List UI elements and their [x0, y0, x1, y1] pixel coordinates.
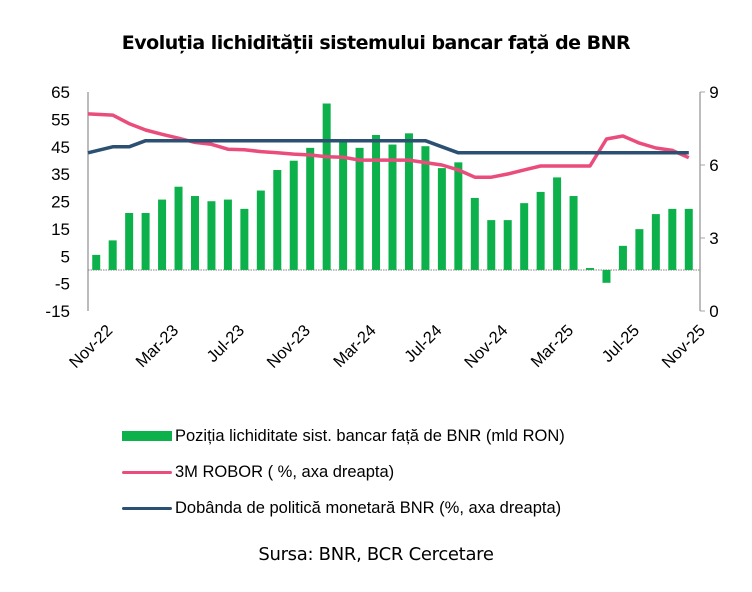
liquidity-bars	[92, 103, 693, 283]
x-axis-tick-label: Mar-25	[528, 321, 578, 371]
legend-item-policy-rate: Dobânda de politică monetară BNR (%, axa…	[122, 490, 565, 526]
liquidity-bar	[289, 160, 298, 270]
left-axis-tick-label: 65	[51, 83, 70, 102]
left-axis-tick-label: 25	[51, 193, 70, 212]
legend-label-robor: 3M ROBOR ( %, axa dreapta)	[175, 462, 395, 481]
x-axis-tick-label: Nov-23	[264, 321, 314, 371]
liquidity-bar	[586, 268, 595, 270]
liquidity-bar	[536, 191, 545, 270]
liquidity-bar	[651, 214, 660, 270]
liquidity-bar	[388, 144, 397, 270]
liquidity-bar	[190, 196, 199, 270]
liquidity-bar	[553, 177, 562, 270]
legend-swatch-robor	[122, 470, 172, 474]
right-y-axis: 0 3 6 9	[699, 83, 719, 321]
x-axis-tick-label: Jul-25	[599, 321, 644, 366]
liquidity-bar	[141, 212, 150, 270]
x-axis-tick-label: Jul-23	[204, 321, 249, 366]
source-note: Sursa: BNR, BCR Cercetare	[258, 544, 494, 565]
liquidity-bar	[355, 147, 364, 270]
legend-swatch-policy-rate	[122, 506, 172, 510]
liquidity-bar	[404, 133, 413, 270]
liquidity-bar	[520, 203, 529, 270]
liquidity-bar	[223, 199, 232, 270]
liquidity-bar	[240, 208, 249, 270]
legend-item-liquidity: Poziția lichiditate sist. bancar față de…	[122, 418, 565, 454]
x-axis-tick-label: Nov-22	[66, 321, 116, 371]
chart-title: Evoluția lichidității sistemului bancar …	[121, 32, 631, 54]
legend-swatch-liquidity	[122, 431, 172, 441]
chart-legend: Poziția lichiditate sist. bancar față de…	[122, 418, 565, 526]
chart-plot-area: -15 -5 5 15 25 35 45 55 65 0 3 6 9 Nov-22 Mar-23 Jul-…	[45, 83, 719, 372]
liquidity-bar	[454, 162, 463, 270]
liquidity-bar	[174, 186, 183, 270]
liquidity-bar	[125, 212, 134, 270]
liquidity-bar	[256, 190, 265, 270]
liquidity-bar	[306, 147, 315, 270]
liquidity-bar	[618, 245, 627, 270]
left-axis-tick-label: 15	[51, 220, 70, 239]
liquidity-bar	[684, 208, 693, 270]
liquidity-bar	[108, 240, 117, 270]
left-axis-tick-label: 55	[51, 110, 70, 129]
right-axis-tick-label: 6	[709, 156, 718, 175]
left-axis-tick-label: 5	[61, 247, 70, 266]
x-axis-tick-label: Nov-25	[659, 321, 709, 371]
policy-rate-line	[87, 138, 689, 155]
liquidity-bar	[487, 220, 496, 270]
liquidity-bar	[470, 197, 479, 270]
right-axis-tick-label: 9	[709, 83, 718, 102]
x-axis-tick-label: Nov-24	[461, 321, 511, 371]
liquidity-bar	[158, 199, 167, 270]
liquidity-bar	[339, 141, 348, 270]
left-axis-tick-label: -15	[45, 302, 70, 321]
x-axis-tick-label: Mar-24	[330, 321, 380, 371]
liquidity-bar	[92, 254, 101, 270]
liquidity-bar	[635, 229, 644, 270]
robor-line	[87, 112, 690, 179]
left-axis-tick-label: -5	[55, 275, 70, 294]
x-axis-tick-label: Mar-23	[133, 321, 183, 371]
legend-item-robor: 3M ROBOR ( %, axa dreapta)	[122, 454, 565, 490]
liquidity-bar	[602, 269, 611, 283]
liquidity-bar	[207, 201, 216, 270]
right-axis-tick-label: 3	[709, 229, 718, 248]
liquidity-bar	[421, 146, 430, 270]
legend-label-liquidity: Poziția lichiditate sist. bancar față de…	[175, 426, 565, 445]
liquidity-bar	[372, 134, 381, 270]
rate-lines	[87, 112, 690, 179]
liquidity-bar	[569, 196, 578, 270]
liquidity-bar	[273, 170, 282, 270]
liquidity-bar	[322, 103, 331, 270]
liquidity-bar	[437, 168, 446, 270]
x-axis-labels: Nov-22 Mar-23 Jul-23 Nov-23 Mar-24 Jul-24 Nov-…	[66, 321, 709, 371]
liquidity-bar	[503, 220, 512, 270]
x-axis-tick-label: Jul-24	[401, 321, 446, 366]
left-axis-tick-label: 45	[51, 138, 70, 157]
liquidity-bar	[668, 208, 677, 270]
legend-label-policy-rate: Dobânda de politică monetară BNR (%, axa…	[175, 498, 562, 517]
right-axis-tick-label: 0	[709, 302, 718, 321]
left-axis-tick-label: 35	[51, 165, 70, 184]
